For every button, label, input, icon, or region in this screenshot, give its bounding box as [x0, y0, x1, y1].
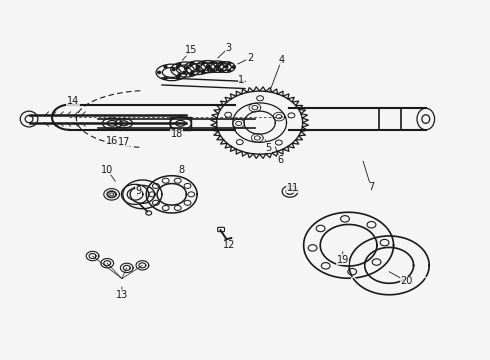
Circle shape: [321, 262, 330, 269]
Circle shape: [207, 66, 210, 68]
Circle shape: [190, 63, 193, 66]
Circle shape: [202, 61, 205, 63]
Text: 2: 2: [247, 53, 253, 63]
Circle shape: [348, 269, 357, 275]
Text: 8: 8: [178, 165, 185, 175]
Circle shape: [211, 61, 214, 63]
Circle shape: [308, 245, 317, 251]
Text: 5: 5: [265, 143, 271, 153]
Circle shape: [224, 66, 227, 68]
Text: 7: 7: [368, 182, 374, 192]
Text: 11: 11: [287, 183, 299, 193]
Circle shape: [211, 69, 214, 72]
Circle shape: [211, 62, 214, 64]
Text: 16: 16: [106, 136, 118, 145]
Text: 1: 1: [238, 75, 244, 85]
Circle shape: [202, 70, 205, 72]
Circle shape: [172, 68, 175, 71]
Text: 19: 19: [337, 255, 349, 265]
Circle shape: [341, 216, 349, 222]
Text: 12: 12: [223, 240, 236, 250]
Text: 17: 17: [118, 138, 130, 147]
Circle shape: [188, 192, 195, 197]
Circle shape: [228, 70, 231, 72]
Text: 15: 15: [185, 45, 197, 55]
Circle shape: [191, 71, 194, 73]
Circle shape: [162, 178, 169, 183]
Text: 18: 18: [171, 129, 183, 139]
Circle shape: [164, 66, 167, 68]
Circle shape: [162, 206, 169, 211]
Circle shape: [152, 200, 159, 205]
Text: 4: 4: [279, 55, 285, 65]
Circle shape: [380, 239, 389, 246]
Circle shape: [183, 71, 186, 73]
Circle shape: [197, 66, 200, 68]
Circle shape: [232, 66, 235, 68]
Circle shape: [178, 74, 181, 76]
Text: 13: 13: [116, 290, 128, 300]
Circle shape: [190, 74, 193, 76]
Text: 3: 3: [225, 43, 231, 53]
Circle shape: [201, 71, 204, 73]
Circle shape: [211, 70, 214, 72]
Circle shape: [216, 66, 219, 68]
Circle shape: [220, 62, 223, 64]
Circle shape: [228, 62, 231, 64]
Circle shape: [186, 67, 189, 69]
Circle shape: [367, 221, 376, 228]
Circle shape: [174, 206, 181, 211]
Circle shape: [207, 67, 210, 69]
Circle shape: [164, 77, 167, 79]
Circle shape: [184, 183, 191, 188]
Circle shape: [152, 183, 159, 188]
Circle shape: [176, 77, 179, 79]
Circle shape: [316, 225, 325, 232]
Text: 14: 14: [67, 96, 79, 106]
Text: 20: 20: [400, 276, 413, 286]
Text: 6: 6: [277, 155, 283, 165]
Circle shape: [216, 66, 219, 68]
Text: 10: 10: [101, 165, 113, 175]
Circle shape: [176, 66, 179, 68]
Circle shape: [196, 68, 198, 71]
Circle shape: [372, 259, 381, 265]
Circle shape: [149, 192, 156, 197]
Circle shape: [220, 62, 223, 64]
Circle shape: [220, 70, 223, 72]
Circle shape: [184, 200, 191, 205]
Circle shape: [191, 62, 194, 64]
Circle shape: [178, 63, 181, 66]
Circle shape: [158, 71, 161, 73]
Circle shape: [220, 69, 223, 72]
Text: 9: 9: [135, 186, 142, 197]
Circle shape: [201, 62, 204, 64]
Circle shape: [174, 178, 181, 183]
